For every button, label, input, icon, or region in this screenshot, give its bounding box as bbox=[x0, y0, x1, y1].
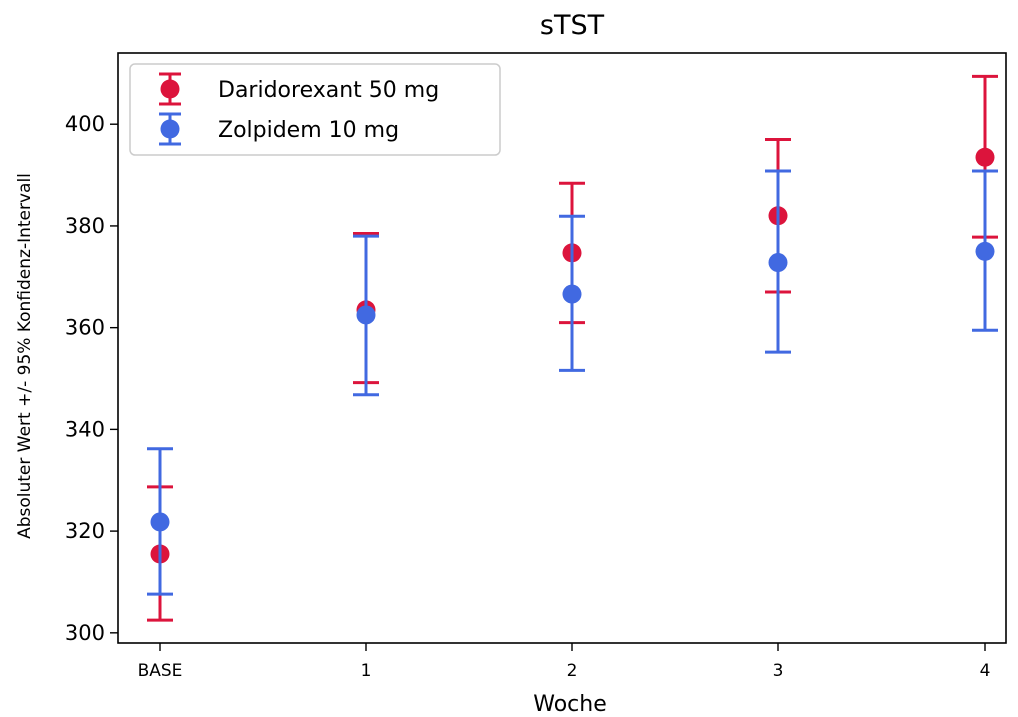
x-tick-label: 4 bbox=[980, 661, 991, 681]
y-tick-label: 300 bbox=[65, 621, 105, 645]
x-tick-label: 3 bbox=[773, 661, 784, 681]
data-point bbox=[562, 284, 582, 304]
y-tick-label: 320 bbox=[65, 519, 105, 543]
data-point bbox=[150, 512, 170, 532]
y-tick-label: 360 bbox=[65, 316, 105, 340]
legend-label: Zolpidem 10 mg bbox=[218, 118, 399, 143]
data-point bbox=[768, 253, 788, 273]
legend-marker bbox=[160, 119, 180, 139]
y-tick-label: 400 bbox=[65, 112, 105, 136]
series-zolpidem bbox=[147, 169, 998, 596]
axes-frame bbox=[117, 52, 1007, 644]
y-axis-label: Absoluter Wert +/- 95% Konfidenz-Interva… bbox=[15, 173, 35, 539]
y-tick-label: 340 bbox=[65, 417, 105, 441]
plot-area: 300 320 340 360 380 400 BASE 1 2 3 4 bbox=[65, 52, 1007, 681]
data-point bbox=[975, 241, 995, 261]
data-point bbox=[975, 147, 995, 167]
data-point bbox=[356, 305, 376, 325]
legend-box bbox=[129, 63, 501, 156]
x-tick-label: BASE bbox=[138, 661, 183, 681]
legend-label: Daridorexant 50 mg bbox=[218, 78, 439, 103]
chart-title: sTST bbox=[540, 10, 605, 41]
x-tick-label: 2 bbox=[567, 661, 578, 681]
y-tick-label: 380 bbox=[65, 214, 105, 238]
legend: Daridorexant 50 mg Zolpidem 10 mg bbox=[129, 63, 501, 156]
x-tick-label: 1 bbox=[361, 661, 372, 681]
x-axis-label: Woche bbox=[533, 692, 607, 717]
legend-marker bbox=[160, 79, 180, 99]
